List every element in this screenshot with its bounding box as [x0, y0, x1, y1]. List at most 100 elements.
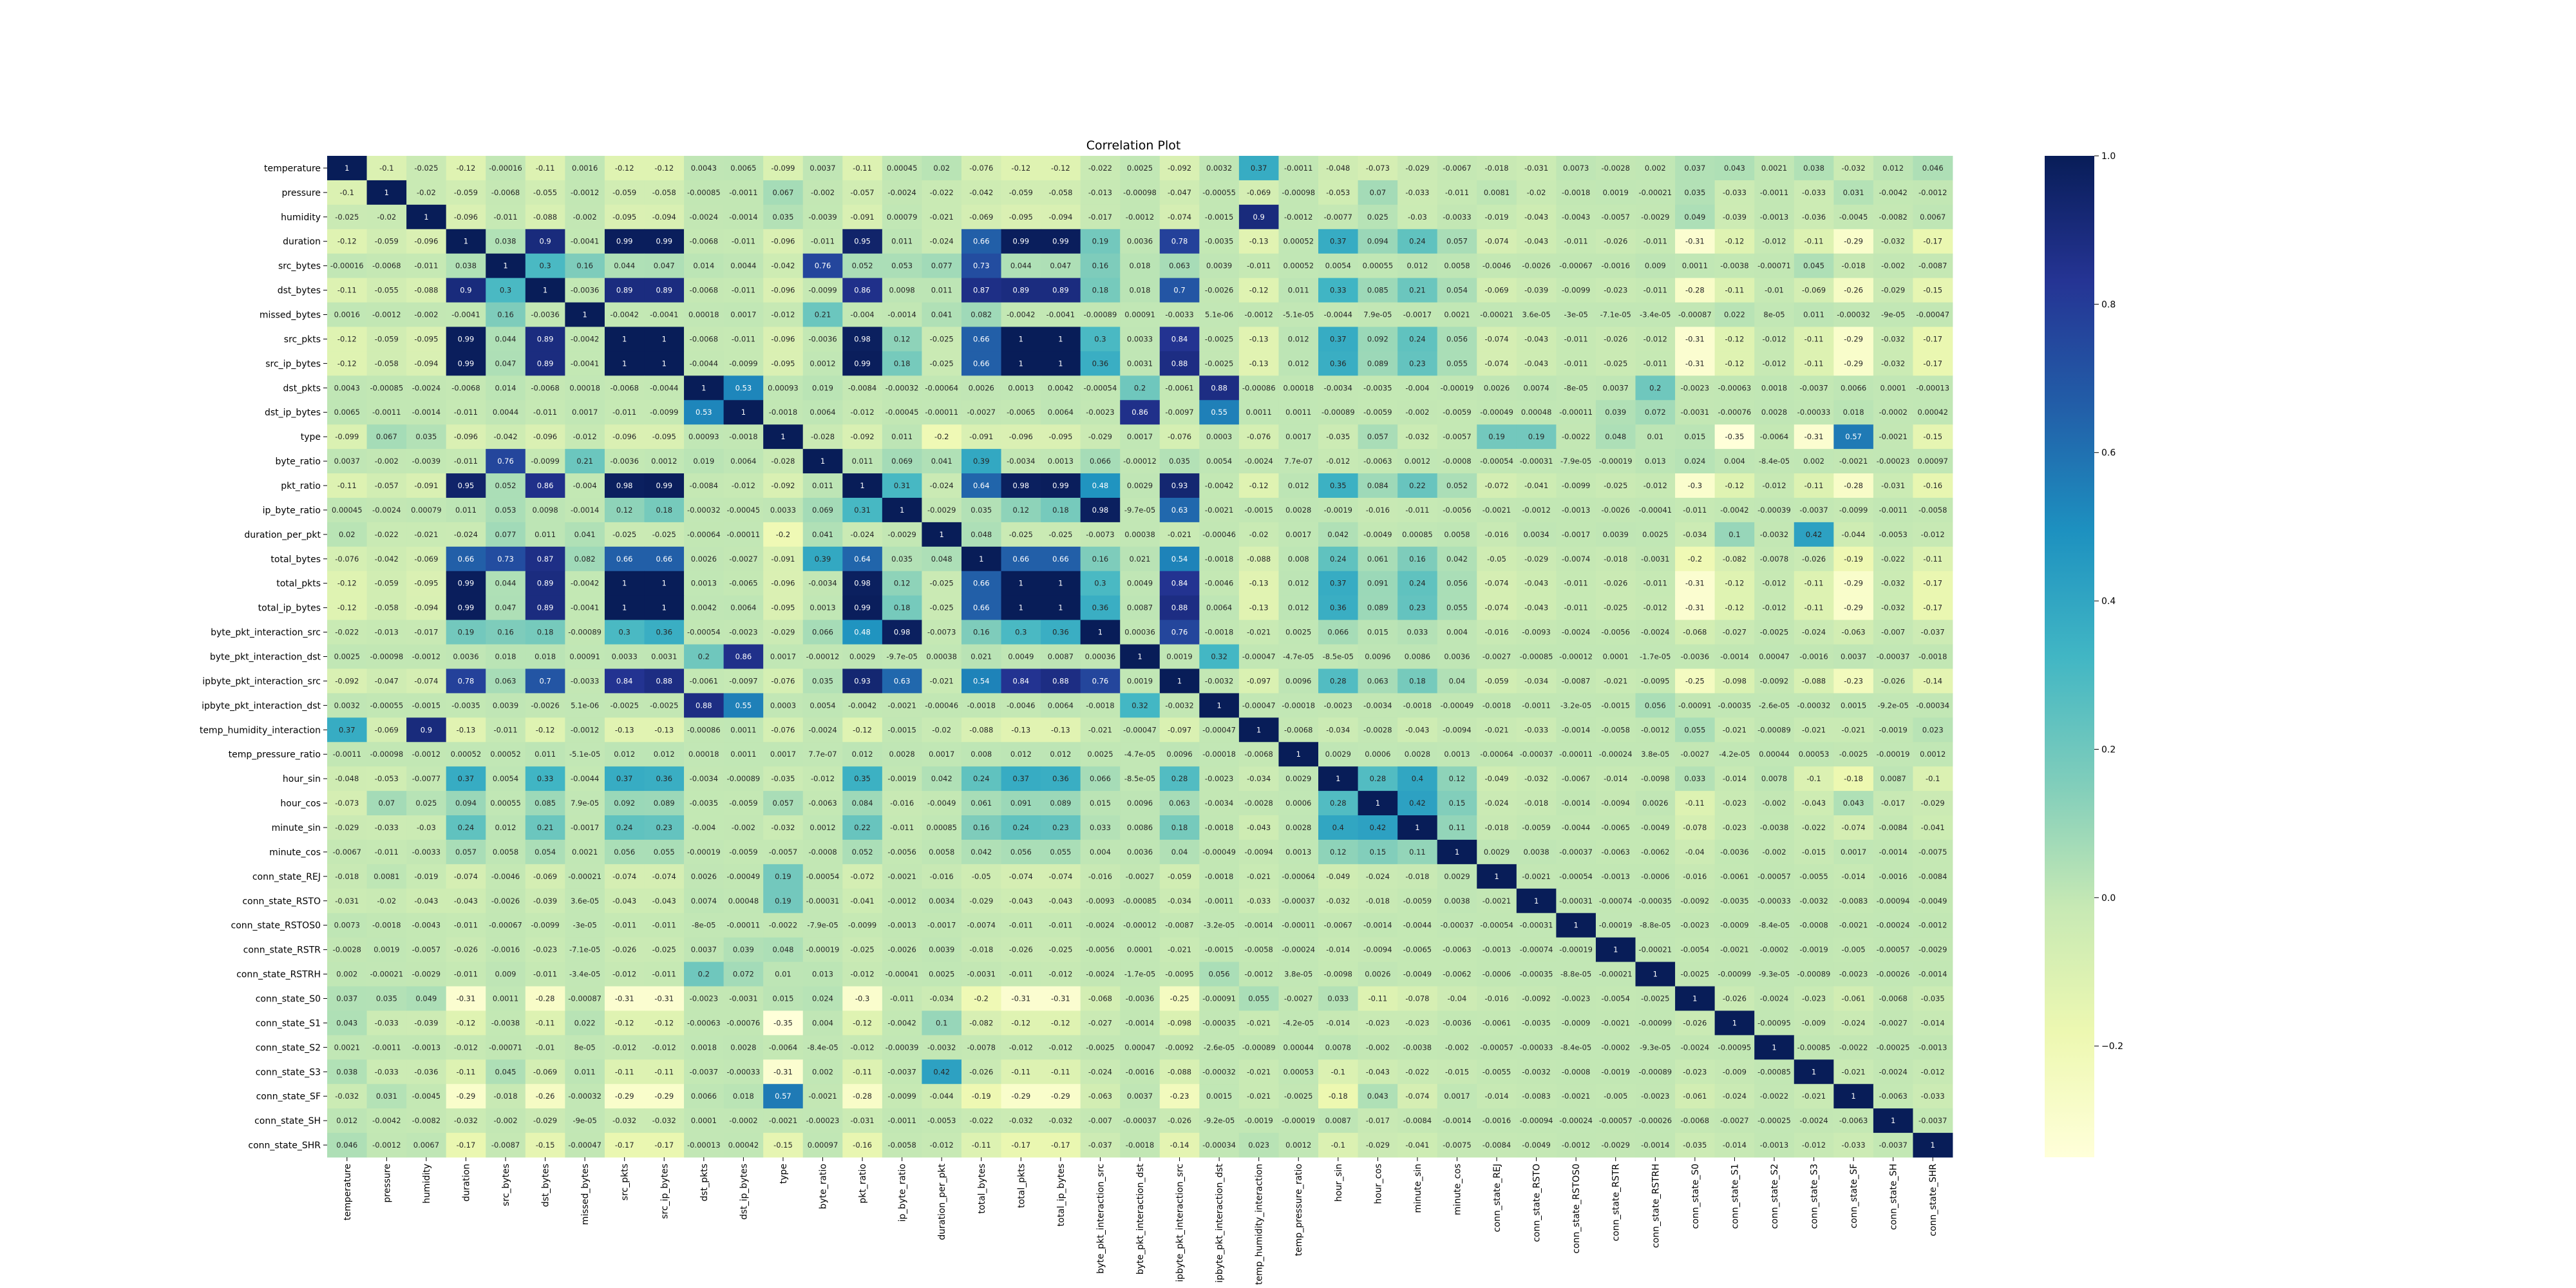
cell-value-label: -0.0027 — [1482, 652, 1511, 661]
cell-value-label: 0.0033 — [1127, 334, 1153, 343]
cell-value-label: -0.00057 — [1599, 1116, 1633, 1125]
heatmap-cell — [1556, 180, 1596, 205]
cell-value-label: 0.0036 — [1444, 652, 1470, 661]
cell-value-label: -8.5e-05 — [1124, 774, 1155, 783]
heatmap-cell — [1120, 229, 1160, 254]
cell-value-label: -9.2e-05 — [1878, 701, 1909, 710]
cell-value-label: -0.0012 — [412, 750, 440, 759]
heatmap-cell — [1001, 229, 1041, 254]
cell-value-label: -0.0026 — [887, 945, 916, 954]
cell-value-label: -0.024 — [1088, 1067, 1112, 1076]
heatmap-cell — [1913, 278, 1953, 303]
cell-value-label: 0.00045 — [332, 506, 363, 515]
cell-value-label: 0.0058 — [1444, 530, 1470, 539]
cell-value-label: 0.039 — [733, 945, 754, 954]
heatmap-cell — [1794, 327, 1834, 352]
column-tick-label: conn_state_RSTOS0 — [1571, 1164, 1582, 1253]
cell-value-label: -0.043 — [1524, 334, 1548, 343]
cell-value-label: 0.089 — [1367, 359, 1388, 368]
cell-value-label: 0.00018 — [688, 310, 719, 319]
cell-value-label: -0.0026 — [1522, 261, 1550, 270]
heatmap-cell — [1595, 156, 1636, 181]
cell-value-label: -0.0087 — [1918, 261, 1947, 270]
heatmap-cell — [1556, 375, 1596, 401]
cell-value-label: 0.66 — [458, 554, 475, 564]
heatmap-cell — [1238, 180, 1279, 205]
cell-value-label: -9e-05 — [573, 1116, 596, 1125]
cell-value-label: 0.23 — [1409, 603, 1426, 612]
cell-value-label: -0.13 — [615, 725, 634, 734]
cell-value-label: 0.061 — [971, 799, 992, 808]
cell-value-label: -0.00054 — [687, 628, 721, 637]
cell-value-label: 3.6e-05 — [1522, 310, 1551, 319]
cell-value-label: 0.043 — [336, 1018, 357, 1027]
cell-value-label: -0.00091 — [1678, 701, 1712, 710]
cell-value-label: -0.00057 — [1480, 1043, 1513, 1052]
heatmap-cell — [684, 302, 724, 327]
heatmap-cell — [1199, 253, 1240, 279]
cell-value-label: 0.7 — [539, 676, 551, 685]
cell-value-label: -0.022 — [335, 628, 359, 637]
cell-value-label: -8e-05 — [1564, 383, 1588, 392]
heatmap-cell — [1159, 400, 1200, 425]
cell-value-label: -0.028 — [771, 457, 795, 466]
cell-value-label: 0.043 — [1724, 164, 1745, 173]
cell-value-label: 1 — [1415, 823, 1419, 832]
cell-value-label: 0.0025 — [1642, 530, 1668, 539]
cell-value-label: -0.039 — [414, 1018, 438, 1027]
heatmap-cell — [1873, 375, 1913, 401]
cell-value-label: -0.025 — [851, 945, 875, 954]
cell-value-label: -0.099 — [771, 164, 795, 173]
column-tick-label: hour_cos — [1373, 1164, 1383, 1204]
cell-value-label: -0.0068 — [491, 188, 520, 197]
cell-value-label: -0.3 — [855, 994, 869, 1003]
cell-value-label: -0.011 — [1405, 506, 1429, 515]
cell-value-label: 0.42 — [1806, 530, 1823, 539]
cell-value-label: 0.99 — [458, 603, 475, 612]
cell-value-label: 0.00097 — [1917, 457, 1948, 466]
cell-value-label: 0.99 — [616, 237, 633, 246]
cell-value-label: 0.24 — [1330, 554, 1347, 564]
cell-value-label: -0.0006 — [1641, 872, 1669, 881]
heatmap-cell — [1477, 204, 1517, 230]
cell-value-label: -0.012 — [1643, 481, 1667, 490]
cell-value-label: -0.0022 — [1839, 1043, 1868, 1052]
cell-value-label: 1 — [741, 408, 746, 417]
row-tick-label: src_ip_bytes — [265, 359, 321, 369]
cell-value-label: -0.0087 — [1562, 676, 1590, 685]
cell-value-label: 0.0012 — [810, 823, 835, 832]
cell-value-label: 0.0017 — [770, 750, 796, 759]
cell-value-label: 0.98 — [616, 481, 633, 490]
cell-value-label: 0.015 — [772, 994, 793, 1003]
cell-value-label: -0.12 — [337, 359, 357, 368]
cell-value-label: 0.004 — [1090, 848, 1111, 857]
cell-value-label: 0.76 — [1092, 676, 1109, 685]
cell-value-label: -0.015 — [1445, 1067, 1469, 1076]
cell-value-label: -0.11 — [1923, 554, 1942, 564]
column-tick-label: total_pkts — [1016, 1164, 1027, 1208]
cell-value-label: -0.0093 — [1522, 628, 1550, 637]
cell-value-label: -0.0025 — [1086, 1043, 1114, 1052]
heatmap-cell — [1437, 424, 1477, 450]
cell-value-label: -0.00064 — [1480, 750, 1513, 759]
cell-value-label: 0.013 — [1645, 457, 1666, 466]
cell-value-label: 0.64 — [854, 554, 871, 564]
cell-value-label: -0.018 — [1485, 823, 1509, 832]
cell-value-label: 0.89 — [616, 286, 633, 295]
cell-value-label: -0.005 — [1604, 1092, 1627, 1101]
cell-value-label: -0.0029 — [1641, 213, 1669, 222]
cell-value-label: -0.088 — [414, 286, 438, 295]
heatmap-cell — [565, 278, 605, 303]
heatmap-cell — [1714, 302, 1755, 327]
heatmap-cell — [1001, 351, 1041, 376]
heatmap-cell — [1516, 327, 1557, 352]
cell-value-label: 0.0015 — [1206, 1092, 1232, 1101]
heatmap-cell — [1833, 278, 1874, 303]
cell-value-label: 1 — [1494, 872, 1499, 881]
cell-value-label: -0.0083 — [1839, 896, 1868, 905]
heatmap-cell — [446, 302, 486, 327]
cell-value-label: 0.084 — [1367, 481, 1388, 490]
cell-value-label: 0.023 — [1922, 725, 1944, 734]
cell-value-label: -0.0074 — [967, 921, 996, 930]
heatmap-cell — [1437, 180, 1477, 205]
